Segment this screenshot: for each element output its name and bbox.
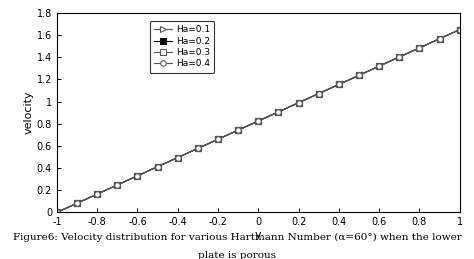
Ha=0.1 xyxy=(457,28,463,31)
Ha=0.2 xyxy=(195,147,201,150)
Ha=0.3 xyxy=(155,165,160,168)
Ha=0.1 xyxy=(195,147,201,150)
Ha=0.4 xyxy=(396,55,402,59)
Ha=0.3 xyxy=(94,192,100,196)
Ha=0.1 xyxy=(356,74,362,77)
Line: Ha=0.1: Ha=0.1 xyxy=(54,27,463,215)
Ha=0.4 xyxy=(255,119,261,123)
Ha=0.2 xyxy=(316,92,321,95)
Ha=0.1 xyxy=(276,110,282,113)
Ha=0.3 xyxy=(215,138,221,141)
X-axis label: y: y xyxy=(255,230,262,240)
Ha=0.1 xyxy=(175,156,181,159)
Ha=0.4 xyxy=(276,110,282,113)
Ha=0.3 xyxy=(437,37,442,40)
Ha=0.2 xyxy=(74,202,80,205)
Ha=0.4 xyxy=(457,28,463,31)
Ha=0.2 xyxy=(336,83,342,86)
Text: Figure6: Velocity distribution for various Hartmann Number (α=60°) when the lowe: Figure6: Velocity distribution for vario… xyxy=(13,233,461,242)
Ha=0.2 xyxy=(296,101,301,104)
Ha=0.2 xyxy=(114,183,120,186)
Ha=0.1 xyxy=(54,211,60,214)
Ha=0.2 xyxy=(356,74,362,77)
Ha=0.4 xyxy=(235,128,241,132)
Ha=0.4 xyxy=(74,202,80,205)
Ha=0.4 xyxy=(54,211,60,214)
Ha=0.4 xyxy=(417,46,422,49)
Ha=0.2 xyxy=(255,119,261,123)
Ha=0.1 xyxy=(255,119,261,123)
Ha=0.1 xyxy=(376,64,382,68)
Ha=0.2 xyxy=(376,64,382,68)
Ha=0.1 xyxy=(396,55,402,59)
Ha=0.4 xyxy=(356,74,362,77)
Ha=0.3 xyxy=(175,156,181,159)
Line: Ha=0.3: Ha=0.3 xyxy=(54,27,463,215)
Ha=0.2 xyxy=(276,110,282,113)
Ha=0.4 xyxy=(316,92,321,95)
Ha=0.3 xyxy=(396,55,402,59)
Ha=0.1 xyxy=(296,101,301,104)
Ha=0.2 xyxy=(437,37,442,40)
Ha=0.3 xyxy=(114,183,120,186)
Line: Ha=0.4: Ha=0.4 xyxy=(54,27,463,215)
Ha=0.1 xyxy=(114,183,120,186)
Ha=0.1 xyxy=(417,46,422,49)
Ha=0.3 xyxy=(316,92,321,95)
Ha=0.4 xyxy=(336,83,342,86)
Ha=0.3 xyxy=(195,147,201,150)
Ha=0.1 xyxy=(215,138,221,141)
Ha=0.2 xyxy=(94,192,100,196)
Ha=0.3 xyxy=(296,101,301,104)
Ha=0.4 xyxy=(376,64,382,68)
Ha=0.2 xyxy=(175,156,181,159)
Ha=0.3 xyxy=(376,64,382,68)
Ha=0.2 xyxy=(215,138,221,141)
Ha=0.4 xyxy=(114,183,120,186)
Ha=0.1 xyxy=(336,83,342,86)
Ha=0.1 xyxy=(316,92,321,95)
Ha=0.3 xyxy=(336,83,342,86)
Ha=0.3 xyxy=(255,119,261,123)
Ha=0.2 xyxy=(135,174,140,177)
Ha=0.3 xyxy=(135,174,140,177)
Ha=0.4 xyxy=(155,165,160,168)
Text: plate is porous: plate is porous xyxy=(198,251,276,259)
Ha=0.4 xyxy=(195,147,201,150)
Ha=0.4 xyxy=(175,156,181,159)
Ha=0.1 xyxy=(135,174,140,177)
Ha=0.3 xyxy=(74,202,80,205)
Ha=0.4 xyxy=(94,192,100,196)
Ha=0.4 xyxy=(135,174,140,177)
Ha=0.2 xyxy=(396,55,402,59)
Ha=0.3 xyxy=(356,74,362,77)
Ha=0.3 xyxy=(417,46,422,49)
Ha=0.3 xyxy=(457,28,463,31)
Ha=0.1 xyxy=(94,192,100,196)
Ha=0.4 xyxy=(296,101,301,104)
Line: Ha=0.2: Ha=0.2 xyxy=(54,27,463,215)
Ha=0.2 xyxy=(235,128,241,132)
Ha=0.1 xyxy=(74,202,80,205)
Ha=0.2 xyxy=(54,211,60,214)
Ha=0.1 xyxy=(155,165,160,168)
Ha=0.3 xyxy=(276,110,282,113)
Ha=0.2 xyxy=(155,165,160,168)
Legend: Ha=0.1, Ha=0.2, Ha=0.3, Ha=0.4: Ha=0.1, Ha=0.2, Ha=0.3, Ha=0.4 xyxy=(149,21,214,73)
Ha=0.4 xyxy=(437,37,442,40)
Ha=0.1 xyxy=(235,128,241,132)
Ha=0.2 xyxy=(417,46,422,49)
Ha=0.4 xyxy=(215,138,221,141)
Ha=0.3 xyxy=(235,128,241,132)
Y-axis label: velocity: velocity xyxy=(24,91,34,134)
Ha=0.2 xyxy=(457,28,463,31)
Ha=0.3 xyxy=(54,211,60,214)
Ha=0.1 xyxy=(437,37,442,40)
